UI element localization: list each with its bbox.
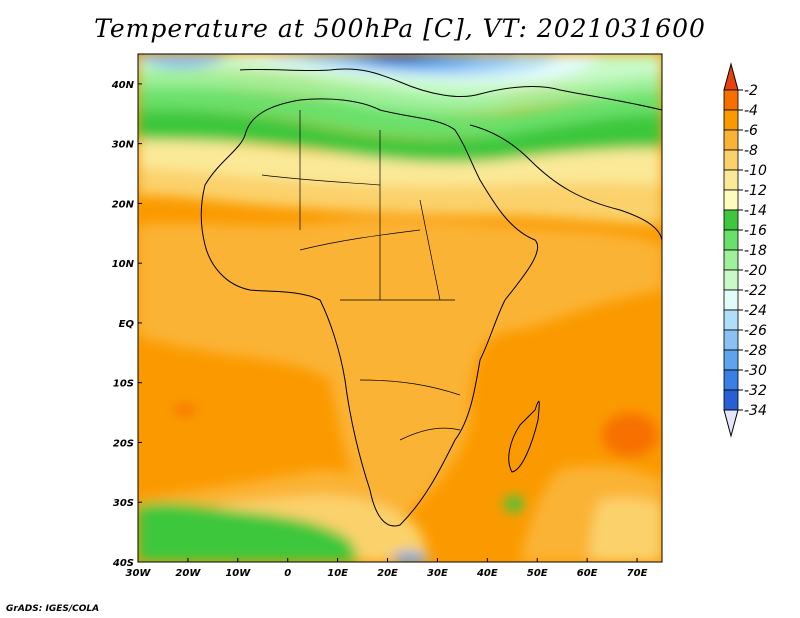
colorbar-label: -4	[744, 103, 758, 119]
plot-frame	[137, 53, 663, 563]
madagascar-coastline	[508, 400, 540, 473]
colorbar-label: -24	[744, 303, 767, 319]
colorbar-swatch	[723, 129, 739, 151]
country-borders	[261, 110, 461, 441]
colorbar-swatch	[723, 149, 739, 171]
field-region-green-spot	[504, 496, 524, 512]
colorbar-swatch	[723, 169, 739, 191]
colorbar-swatch	[723, 349, 739, 371]
colorbar-swatch	[723, 89, 739, 111]
lon-tick-label: 30E	[427, 568, 448, 579]
lon-tick-label: 20W	[175, 568, 201, 579]
europe-coastline	[239, 68, 662, 111]
colorbar: -2 -4 -6 -8 -10 -12 -14 -16 -18 -20 -22 -24 -26 -28 -3…	[723, 62, 767, 438]
field-region-minus12	[138, 135, 662, 186]
field-region-minus14	[138, 109, 662, 163]
colorbar-label: -26	[744, 323, 767, 339]
arabia-coastline	[469, 124, 662, 241]
lat-tick-label: 40S	[112, 558, 134, 569]
lat-tick-label: 40N	[111, 80, 135, 91]
colorbar-swatch	[723, 109, 739, 131]
field-region-atlantic-minus4	[173, 405, 197, 415]
colorbar-label: -20	[744, 263, 767, 279]
field-region-south-minus14	[138, 502, 360, 562]
lat-tick-label: 30N	[112, 140, 135, 151]
colorbar-label: -16	[744, 223, 767, 239]
colorbar-swatch	[723, 269, 739, 291]
temperature-field	[138, 54, 662, 562]
lat-tick-label: 20N	[112, 199, 135, 210]
colorbar-bottom-triangle	[723, 409, 739, 438]
colorbar-label: -10	[744, 163, 767, 179]
lat-tick-label: 20S	[113, 438, 134, 449]
lon-tick-label: 50E	[527, 568, 548, 579]
colorbar-swatch	[723, 309, 739, 331]
lon-axis: 30W 20W 10W 0 10E 20E 30E 40E 50E 60E 70E	[126, 558, 648, 579]
colorbar-label: -30	[744, 363, 767, 379]
colorbar-swatch	[723, 249, 739, 271]
field-region-minus18	[138, 69, 662, 114]
chart-title: Temperature at 500hPa [C], VT: 202103160…	[94, 14, 706, 43]
colorbar-swatch	[723, 209, 739, 231]
colorbar-label: -22	[744, 283, 767, 299]
lat-tick-label: 10S	[113, 379, 134, 390]
lat-tick-label: EQ	[119, 319, 135, 330]
credit-text: GrADS: IGES/COLA	[6, 604, 100, 614]
colorbar-swatch	[723, 289, 739, 311]
colorbar-top-triangle	[723, 62, 739, 91]
field-region-minus16	[138, 87, 662, 139]
colorbar-swatch	[723, 329, 739, 351]
field-region-minus32	[365, 54, 430, 60]
field-region-minus8	[138, 219, 662, 521]
colorbar-swatch	[723, 229, 739, 251]
colorbar-swatch	[723, 189, 739, 211]
colorbar-label: -12	[744, 183, 767, 199]
colorbar-label: -34	[744, 403, 767, 419]
coastlines	[200, 68, 662, 527]
lat-tick-label: 30S	[113, 498, 134, 509]
lon-tick-label: 0	[284, 568, 291, 579]
colorbar-label: -14	[744, 203, 767, 219]
field-region-se-minus10	[590, 497, 662, 562]
lon-tick-label: 10E	[327, 568, 348, 579]
colorbar-label: -6	[744, 123, 758, 139]
lon-tick-label: 70E	[627, 568, 648, 579]
colorbar-label: -2	[744, 83, 758, 99]
africa-coastline	[200, 98, 539, 527]
lat-axis: 40N 30N 20N 10N EQ 10S 20S 30S 40S	[111, 80, 142, 569]
colorbar-label: -8	[744, 143, 758, 159]
field-region-nw-blue	[138, 54, 230, 68]
colorbar-label: -18	[744, 243, 767, 259]
lon-tick-label: 20E	[377, 568, 398, 579]
field-region-south-blue	[392, 552, 428, 562]
lon-tick-label: 10W	[225, 568, 251, 579]
colorbar-swatch	[723, 369, 739, 391]
lon-tick-label: 30W	[126, 568, 152, 579]
lon-tick-label: 40E	[476, 568, 498, 579]
colorbar-swatch	[723, 389, 739, 411]
colorbar-label: -28	[744, 343, 767, 359]
colorbar-label: -32	[744, 383, 767, 399]
lon-tick-label: 60E	[577, 568, 598, 579]
field-region-minus4	[602, 413, 658, 457]
lat-tick-label: 10N	[112, 259, 135, 270]
